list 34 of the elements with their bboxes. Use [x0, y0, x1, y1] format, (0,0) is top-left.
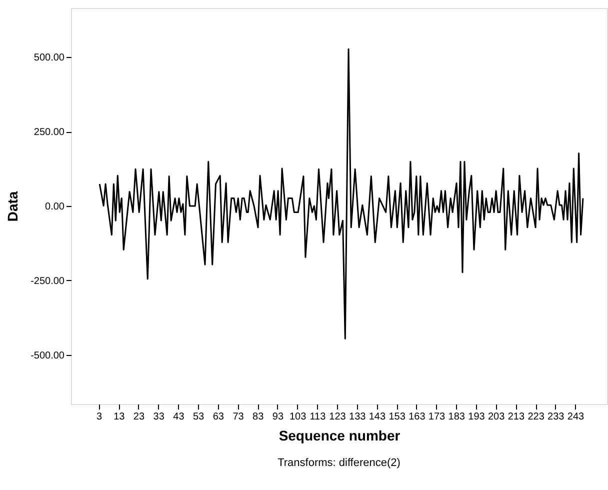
x-tick-label: 203 [488, 412, 506, 422]
y-tick-label: -250.00 [30, 276, 65, 287]
x-tick-label: 33 [153, 412, 165, 422]
x-tick-label: 83 [252, 412, 264, 422]
text: Transforms: difference(2) [278, 457, 400, 469]
x-tick-label: 243 [567, 412, 585, 422]
x-axis-title: Sequence number [278, 428, 401, 444]
x-tick-label: 133 [349, 412, 366, 422]
x-tick-label: 193 [468, 412, 486, 422]
x-tick-label: 123 [329, 412, 346, 422]
x-tick-label: 63 [212, 412, 224, 422]
x-tick-label: 73 [232, 412, 244, 422]
x-tick-label: 153 [388, 412, 406, 422]
x-tick-label: 103 [289, 412, 307, 422]
x-tick-label: 23 [133, 412, 145, 422]
x-tick-label: 143 [368, 412, 386, 422]
x-tick-label: 183 [448, 412, 466, 422]
x-tick-label: 213 [508, 412, 525, 422]
x-tick-label: 233 [548, 412, 565, 422]
x-tick-label: 113 [310, 412, 326, 422]
x-tick-label: 223 [528, 412, 545, 422]
x-tick-label: 13 [114, 412, 126, 422]
x-tick-label: 53 [192, 412, 205, 422]
x-tick-label: 173 [428, 412, 446, 422]
x-tick-label: 163 [408, 412, 426, 422]
y-tick-label: 0.00 [45, 202, 65, 212]
x-tick-label: 43 [173, 412, 185, 422]
y-tick-label: -500.00 [30, 350, 65, 362]
x-tick-label: 93 [272, 412, 284, 422]
x-tick-label: 3 [96, 412, 103, 422]
y-axis-title: Data [4, 191, 21, 222]
line-series [98, 48, 584, 340]
y-tick-label: 250.00 [34, 127, 65, 138]
y-tick-label: 500.00 [34, 52, 65, 64]
